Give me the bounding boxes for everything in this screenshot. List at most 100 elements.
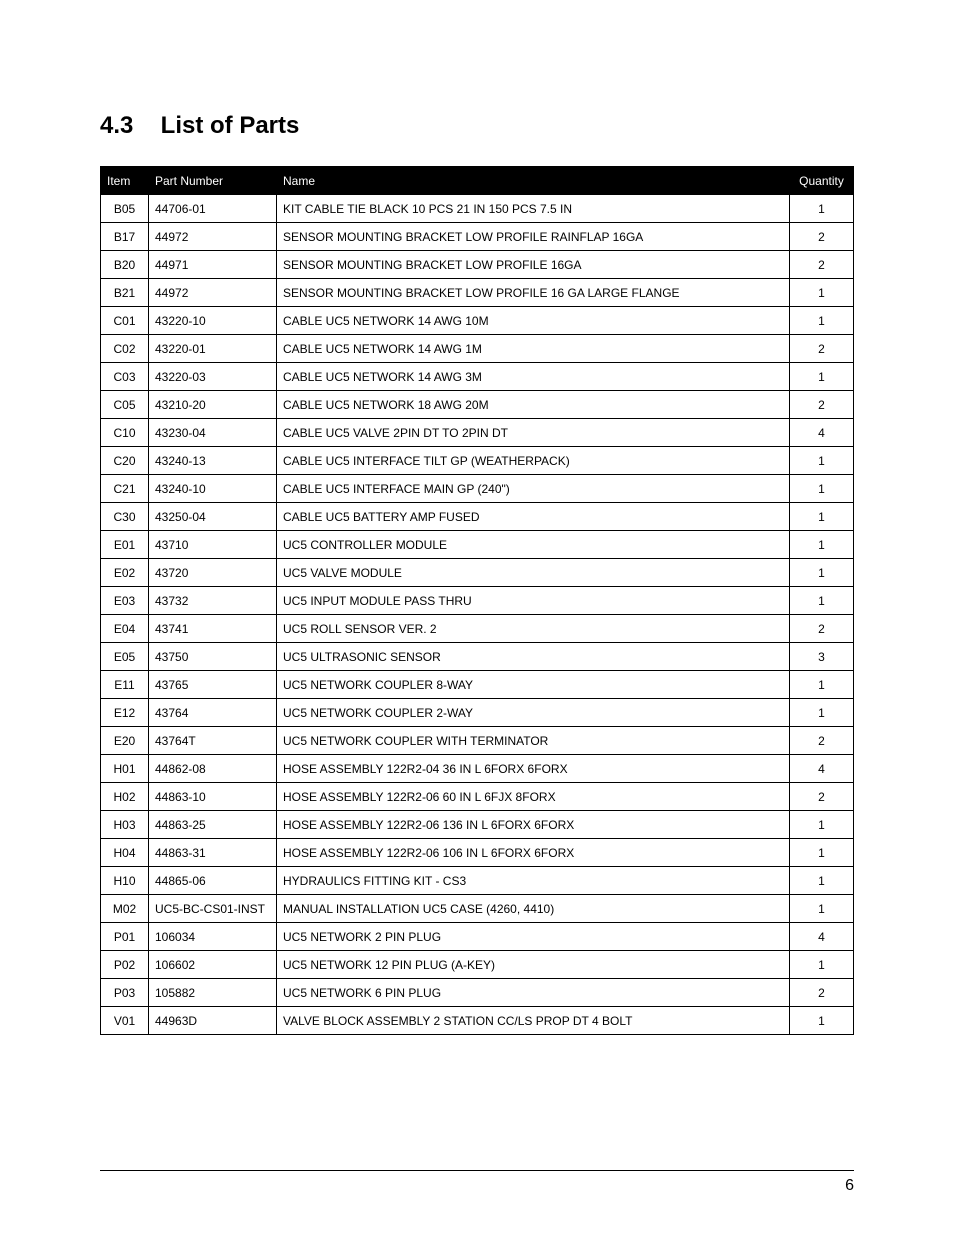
cell-partnum: 44863-10: [149, 783, 277, 811]
cell-name: CABLE UC5 BATTERY AMP FUSED: [277, 503, 790, 531]
cell-name: VALVE BLOCK ASSEMBLY 2 STATION CC/LS PRO…: [277, 1007, 790, 1035]
table-row: P02106602UC5 NETWORK 12 PIN PLUG (A-KEY)…: [101, 951, 854, 979]
table-row: B2044971SENSOR MOUNTING BRACKET LOW PROF…: [101, 251, 854, 279]
cell-item: H01: [101, 755, 149, 783]
cell-qty: 1: [790, 951, 854, 979]
cell-name: CABLE UC5 VALVE 2PIN DT TO 2PIN DT: [277, 419, 790, 447]
table-row: P03105882UC5 NETWORK 6 PIN PLUG2: [101, 979, 854, 1007]
cell-partnum: 44971: [149, 251, 277, 279]
cell-name: CABLE UC5 NETWORK 14 AWG 3M: [277, 363, 790, 391]
cell-item: C10: [101, 419, 149, 447]
col-item: Item: [101, 167, 149, 195]
table-row: M02UC5-BC-CS01-INSTMANUAL INSTALLATION U…: [101, 895, 854, 923]
cell-partnum: 43741: [149, 615, 277, 643]
cell-name: UC5 NETWORK 6 PIN PLUG: [277, 979, 790, 1007]
page-number: 6: [845, 1177, 854, 1194]
cell-item: C30: [101, 503, 149, 531]
page-footer: 6: [100, 1170, 854, 1195]
cell-partnum: 44972: [149, 279, 277, 307]
table-row: P01106034UC5 NETWORK 2 PIN PLUG4: [101, 923, 854, 951]
section-title-text: List of Parts: [161, 112, 300, 139]
cell-qty: 1: [790, 447, 854, 475]
cell-partnum: 43720: [149, 559, 277, 587]
cell-qty: 2: [790, 335, 854, 363]
parts-table: Item Part Number Name Quantity B0544706-…: [100, 166, 854, 1035]
table-row: C3043250-04CABLE UC5 BATTERY AMP FUSED1: [101, 503, 854, 531]
cell-name: SENSOR MOUNTING BRACKET LOW PROFILE 16 G…: [277, 279, 790, 307]
cell-partnum: 43220-03: [149, 363, 277, 391]
cell-qty: 2: [790, 615, 854, 643]
cell-item: H04: [101, 839, 149, 867]
table-row: H0444863-31HOSE ASSEMBLY 122R2-06 106 IN…: [101, 839, 854, 867]
table-row: V0144963DVALVE BLOCK ASSEMBLY 2 STATION …: [101, 1007, 854, 1035]
page: 4.3 List of Parts Item Part Number Name …: [0, 0, 954, 1235]
cell-qty: 4: [790, 755, 854, 783]
cell-name: HOSE ASSEMBLY 122R2-06 136 IN L 6FORX 6F…: [277, 811, 790, 839]
cell-partnum: 44863-25: [149, 811, 277, 839]
table-body: B0544706-01KIT CABLE TIE BLACK 10 PCS 21…: [101, 195, 854, 1035]
cell-item: C20: [101, 447, 149, 475]
cell-qty: 1: [790, 279, 854, 307]
cell-partnum: 43750: [149, 643, 277, 671]
cell-partnum: 106034: [149, 923, 277, 951]
cell-name: SENSOR MOUNTING BRACKET LOW PROFILE RAIN…: [277, 223, 790, 251]
cell-partnum: 43765: [149, 671, 277, 699]
cell-item: E11: [101, 671, 149, 699]
cell-name: CABLE UC5 NETWORK 18 AWG 20M: [277, 391, 790, 419]
cell-qty: 1: [790, 895, 854, 923]
cell-name: CABLE UC5 INTERFACE TILT GP (WEATHERPACK…: [277, 447, 790, 475]
cell-name: UC5 ROLL SENSOR VER. 2: [277, 615, 790, 643]
cell-qty: 2: [790, 979, 854, 1007]
cell-name: UC5 INPUT MODULE PASS THRU: [277, 587, 790, 615]
cell-name: UC5 NETWORK 12 PIN PLUG (A-KEY): [277, 951, 790, 979]
cell-name: CABLE UC5 NETWORK 14 AWG 1M: [277, 335, 790, 363]
cell-item: P01: [101, 923, 149, 951]
cell-item: H02: [101, 783, 149, 811]
table-row: H1044865-06HYDRAULICS FITTING KIT - CS31: [101, 867, 854, 895]
cell-partnum: 43220-01: [149, 335, 277, 363]
cell-qty: 2: [790, 391, 854, 419]
cell-qty: 2: [790, 783, 854, 811]
cell-partnum: 43250-04: [149, 503, 277, 531]
table-row: C0143220-10CABLE UC5 NETWORK 14 AWG 10M1: [101, 307, 854, 335]
cell-partnum: 43210-20: [149, 391, 277, 419]
table-row: E0143710UC5 CONTROLLER MODULE1: [101, 531, 854, 559]
cell-partnum: 44972: [149, 223, 277, 251]
cell-item: C03: [101, 363, 149, 391]
cell-name: UC5 VALVE MODULE: [277, 559, 790, 587]
cell-item: B17: [101, 223, 149, 251]
cell-partnum: 105882: [149, 979, 277, 1007]
table-row: C2143240-10CABLE UC5 INTERFACE MAIN GP (…: [101, 475, 854, 503]
cell-partnum: 43240-13: [149, 447, 277, 475]
cell-partnum: 44963D: [149, 1007, 277, 1035]
cell-item: E12: [101, 699, 149, 727]
cell-item: E20: [101, 727, 149, 755]
cell-item: B20: [101, 251, 149, 279]
cell-qty: 1: [790, 503, 854, 531]
cell-qty: 1: [790, 531, 854, 559]
cell-partnum: 44865-06: [149, 867, 277, 895]
cell-item: C05: [101, 391, 149, 419]
cell-qty: 3: [790, 643, 854, 671]
cell-partnum: 106602: [149, 951, 277, 979]
table-row: C2043240-13CABLE UC5 INTERFACE TILT GP (…: [101, 447, 854, 475]
section-number: 4.3: [100, 112, 154, 140]
table-row: B2144972SENSOR MOUNTING BRACKET LOW PROF…: [101, 279, 854, 307]
table-row: E1243764UC5 NETWORK COUPLER 2-WAY1: [101, 699, 854, 727]
cell-name: UC5 NETWORK COUPLER WITH TERMINATOR: [277, 727, 790, 755]
cell-item: E04: [101, 615, 149, 643]
cell-name: CABLE UC5 NETWORK 14 AWG 10M: [277, 307, 790, 335]
cell-qty: 1: [790, 867, 854, 895]
cell-item: C21: [101, 475, 149, 503]
cell-partnum: 43764: [149, 699, 277, 727]
cell-qty: 1: [790, 475, 854, 503]
cell-item: E02: [101, 559, 149, 587]
cell-qty: 4: [790, 419, 854, 447]
cell-name: UC5 ULTRASONIC SENSOR: [277, 643, 790, 671]
cell-name: HOSE ASSEMBLY 122R2-06 106 IN L 6FORX 6F…: [277, 839, 790, 867]
cell-name: UC5 NETWORK 2 PIN PLUG: [277, 923, 790, 951]
cell-item: E01: [101, 531, 149, 559]
table-row: C0543210-20CABLE UC5 NETWORK 18 AWG 20M2: [101, 391, 854, 419]
cell-qty: 1: [790, 699, 854, 727]
table-row: B0544706-01KIT CABLE TIE BLACK 10 PCS 21…: [101, 195, 854, 223]
